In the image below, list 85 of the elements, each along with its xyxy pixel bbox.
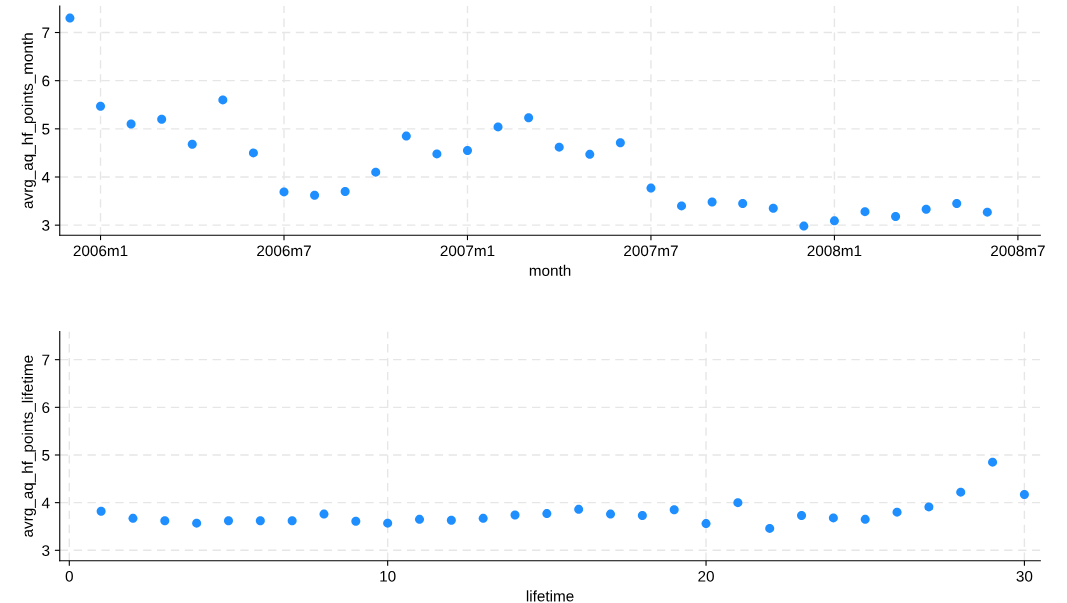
point [279, 187, 289, 197]
point [187, 139, 197, 149]
point [574, 504, 584, 514]
x-tick-label: 10 [380, 570, 396, 582]
y-tick-label: 5 [42, 123, 50, 135]
point [921, 204, 931, 214]
x-tick-label: 2008m1 [807, 245, 862, 257]
point [860, 207, 870, 217]
y-axis-title: avrg_aq_hf_points_month [21, 33, 36, 209]
point [510, 510, 520, 520]
point [128, 513, 138, 523]
point [415, 514, 425, 524]
x-tick-label: 2007m1 [440, 245, 495, 257]
y-tick-label: 4 [41, 172, 50, 183]
point [351, 516, 361, 526]
point [255, 516, 265, 526]
point [738, 198, 748, 208]
x-tick-label: 30 [1016, 570, 1033, 582]
y-tick-label: 3 [42, 545, 50, 556]
point [192, 518, 202, 528]
x-tick-label: 2006m1 [73, 245, 128, 257]
point [340, 186, 350, 196]
point [701, 519, 711, 529]
point [248, 148, 258, 158]
point [157, 114, 167, 124]
x-tick-label: 2007m7 [624, 245, 678, 257]
point [733, 498, 743, 508]
x-axis-title: lifetime [526, 590, 574, 602]
point [218, 95, 228, 105]
point [956, 487, 966, 497]
point [160, 516, 170, 526]
point [860, 514, 870, 524]
point [96, 506, 106, 516]
point [310, 190, 320, 200]
point [585, 149, 595, 159]
x-tick-label: 2006m7 [257, 245, 311, 257]
point [982, 207, 992, 217]
x-tick-label: 20 [698, 570, 714, 582]
y-tick-label: 7 [42, 354, 50, 366]
point [891, 211, 901, 221]
x-axis-title: month [529, 264, 571, 277]
point [493, 122, 503, 132]
point [637, 511, 647, 521]
point [669, 505, 679, 515]
y-tick-label: 3 [42, 220, 50, 231]
point [446, 515, 456, 525]
point [401, 131, 411, 141]
point [828, 513, 838, 523]
y-tick-label: 4 [41, 497, 50, 509]
y-tick-label: 6 [42, 75, 50, 87]
point [799, 221, 809, 231]
point [524, 113, 534, 123]
point [319, 509, 329, 519]
x-tick-label: 0 [65, 570, 73, 582]
point [96, 101, 106, 111]
y-axis-title: avrg_aq_hf_points_lifetime [21, 355, 36, 537]
point [768, 203, 778, 213]
point [606, 509, 616, 519]
point [765, 523, 775, 533]
point [797, 511, 807, 521]
point [287, 516, 297, 526]
point [542, 509, 552, 519]
point [924, 502, 934, 512]
point [65, 13, 75, 23]
point [952, 198, 962, 208]
y-tick-label: 7 [42, 27, 50, 39]
point [1019, 490, 1029, 500]
point [707, 197, 717, 207]
point [677, 201, 687, 211]
point [892, 507, 902, 517]
point [554, 142, 564, 152]
y-tick-label: 6 [42, 402, 50, 414]
point [432, 149, 442, 159]
point [383, 518, 393, 528]
point [615, 138, 625, 148]
point [462, 146, 472, 156]
point [478, 513, 488, 523]
y-tick-label: 5 [42, 450, 50, 461]
point [829, 216, 839, 226]
x-tick-label: 2008m7 [991, 245, 1045, 257]
point [126, 119, 136, 129]
point [223, 516, 233, 526]
point [371, 167, 381, 177]
point [646, 183, 656, 193]
point [988, 457, 998, 467]
